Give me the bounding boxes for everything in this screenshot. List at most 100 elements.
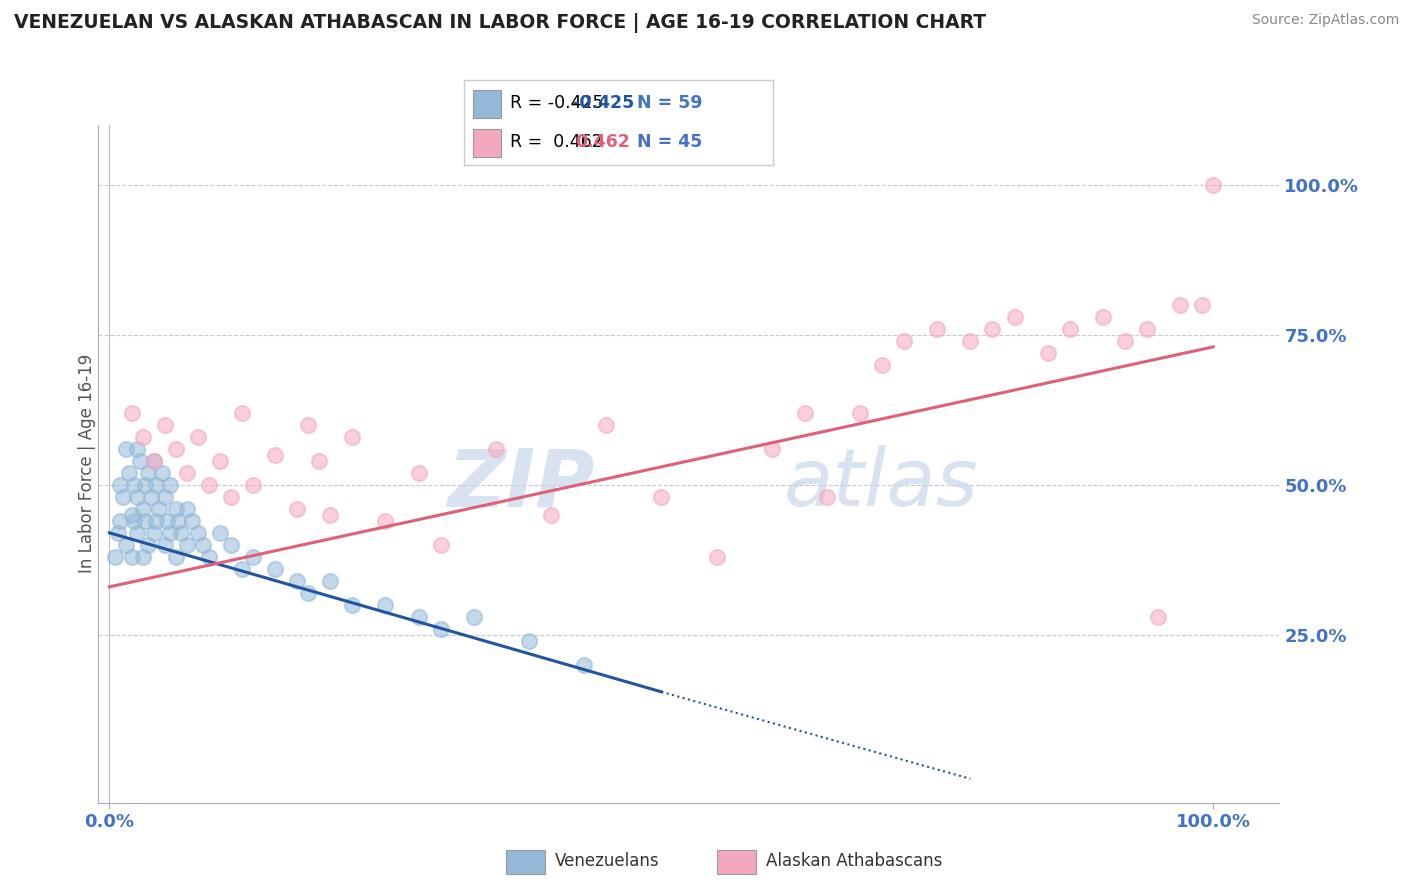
Point	[1114, 334, 1136, 348]
Point	[111, 490, 134, 504]
Point	[893, 334, 915, 348]
Point	[131, 549, 153, 564]
Point	[165, 501, 187, 516]
Point	[136, 538, 159, 552]
Point	[153, 538, 176, 552]
Point	[181, 514, 204, 528]
Point	[595, 417, 617, 432]
Point	[342, 598, 364, 612]
Point	[706, 549, 728, 564]
Point	[1202, 178, 1225, 192]
Point	[981, 322, 1004, 336]
Point	[815, 490, 838, 504]
Bar	[474, 129, 501, 157]
Point	[125, 490, 148, 504]
Point	[1059, 322, 1081, 336]
Point	[121, 406, 143, 420]
Point	[131, 430, 153, 444]
Point	[219, 490, 242, 504]
Point	[134, 478, 156, 492]
Point	[115, 538, 138, 552]
Point	[198, 478, 221, 492]
Point	[242, 478, 264, 492]
Point	[131, 501, 153, 516]
Point	[159, 525, 181, 540]
Point	[170, 525, 193, 540]
Point	[650, 490, 672, 504]
Point	[959, 334, 981, 348]
Point	[125, 442, 148, 456]
Point	[142, 454, 165, 468]
Point	[187, 430, 209, 444]
Text: N = 45: N = 45	[637, 133, 703, 151]
Point	[110, 514, 132, 528]
Bar	[506, 849, 544, 874]
Point	[429, 538, 451, 552]
Point	[176, 466, 198, 480]
Point	[793, 406, 815, 420]
Point	[870, 358, 893, 372]
Point	[485, 442, 508, 456]
Point	[142, 454, 165, 468]
Point	[176, 538, 198, 552]
Point	[761, 442, 783, 456]
Point	[136, 466, 159, 480]
Point	[148, 501, 170, 516]
Text: VENEZUELAN VS ALASKAN ATHABASCAN IN LABOR FORCE | AGE 16-19 CORRELATION CHART: VENEZUELAN VS ALASKAN ATHABASCAN IN LABO…	[14, 13, 986, 33]
Point	[374, 598, 396, 612]
Point	[167, 514, 190, 528]
Point	[231, 406, 253, 420]
Point	[1091, 310, 1114, 324]
Point	[540, 508, 562, 522]
Point	[198, 549, 221, 564]
Text: Venezuelans: Venezuelans	[555, 852, 659, 870]
Point	[141, 490, 163, 504]
Point	[572, 657, 595, 672]
Point	[297, 417, 319, 432]
Point	[122, 514, 145, 528]
Point	[129, 454, 152, 468]
Point	[176, 501, 198, 516]
Point	[231, 562, 253, 576]
Point	[1036, 346, 1059, 360]
Point	[125, 525, 148, 540]
Text: Source: ZipAtlas.com: Source: ZipAtlas.com	[1251, 13, 1399, 28]
Point	[104, 549, 127, 564]
Point	[208, 525, 231, 540]
Point	[1004, 310, 1026, 324]
Point	[193, 538, 215, 552]
Text: R =  0.462: R = 0.462	[510, 133, 603, 151]
Point	[927, 322, 949, 336]
Text: 0.462: 0.462	[575, 133, 630, 151]
Text: ZIP: ZIP	[447, 445, 595, 524]
Point	[208, 454, 231, 468]
Point	[110, 478, 132, 492]
Text: Alaskan Athabascans: Alaskan Athabascans	[766, 852, 942, 870]
Bar	[717, 849, 756, 874]
Point	[429, 622, 451, 636]
Point	[145, 478, 167, 492]
Point	[408, 610, 430, 624]
Point	[408, 466, 430, 480]
Point	[1168, 298, 1191, 312]
Text: N = 59: N = 59	[637, 95, 703, 112]
Point	[134, 514, 156, 528]
Point	[308, 454, 330, 468]
Text: atlas: atlas	[783, 445, 979, 524]
Point	[115, 442, 138, 456]
Text: -0.425: -0.425	[572, 95, 634, 112]
Point	[107, 525, 129, 540]
Point	[153, 417, 176, 432]
Bar	[474, 90, 501, 118]
Point	[463, 610, 485, 624]
Point	[319, 574, 342, 588]
Point	[165, 442, 187, 456]
Point	[319, 508, 342, 522]
Point	[242, 549, 264, 564]
Point	[153, 490, 176, 504]
Point	[118, 466, 141, 480]
Point	[122, 478, 145, 492]
Point	[165, 549, 187, 564]
Point	[1136, 322, 1159, 336]
Point	[159, 478, 181, 492]
